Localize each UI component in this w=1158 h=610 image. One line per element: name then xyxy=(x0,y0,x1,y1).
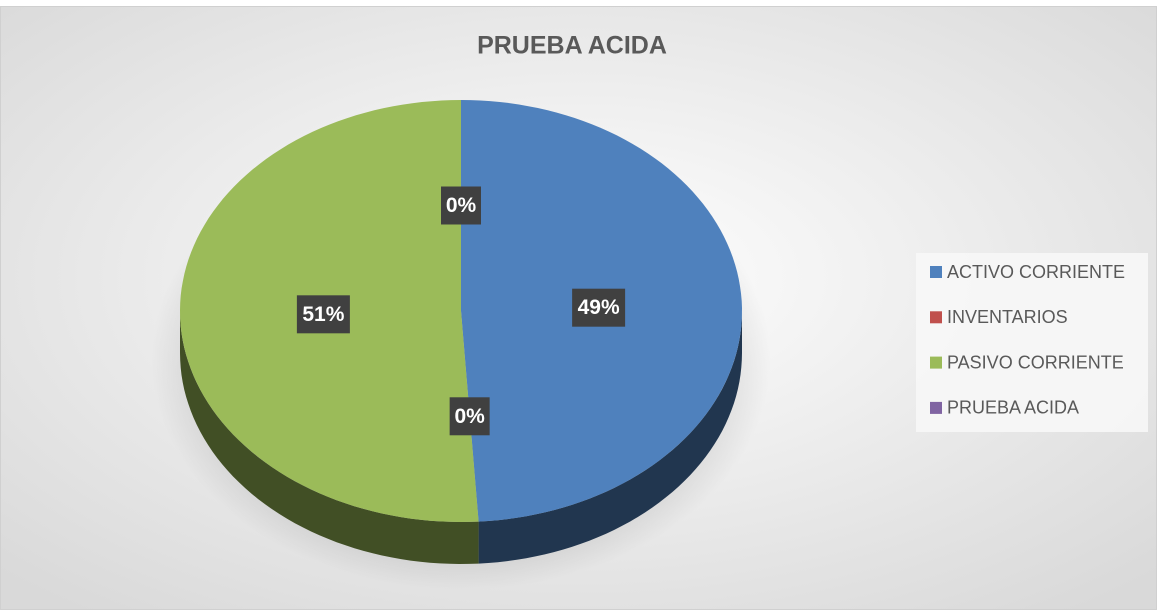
data-label: 51% xyxy=(302,303,344,326)
pie-slice-side xyxy=(180,311,479,564)
pie-slice-side xyxy=(478,311,742,564)
data-label: 0% xyxy=(446,194,477,217)
data-label-box xyxy=(449,397,490,436)
data-label: 49% xyxy=(578,296,620,319)
legend-swatch xyxy=(930,266,942,278)
legend-label: INVENTARIOS xyxy=(947,307,1068,327)
data-label-box xyxy=(296,295,350,334)
data-label-box xyxy=(572,288,626,327)
legend-label: ACTIVO CORRIENTE xyxy=(947,262,1125,282)
legend-label: PASIVO CORRIENTE xyxy=(947,352,1124,372)
data-label-box xyxy=(441,186,481,225)
legend-swatch xyxy=(930,311,942,324)
legend-box xyxy=(916,253,1148,432)
legend-swatch xyxy=(930,356,942,369)
legend-label: PRUEBA ACIDA xyxy=(947,398,1079,418)
legend-swatch xyxy=(930,401,942,414)
data-label: 0% xyxy=(454,405,485,428)
chart-title: PRUEBA ACIDA xyxy=(477,32,667,60)
